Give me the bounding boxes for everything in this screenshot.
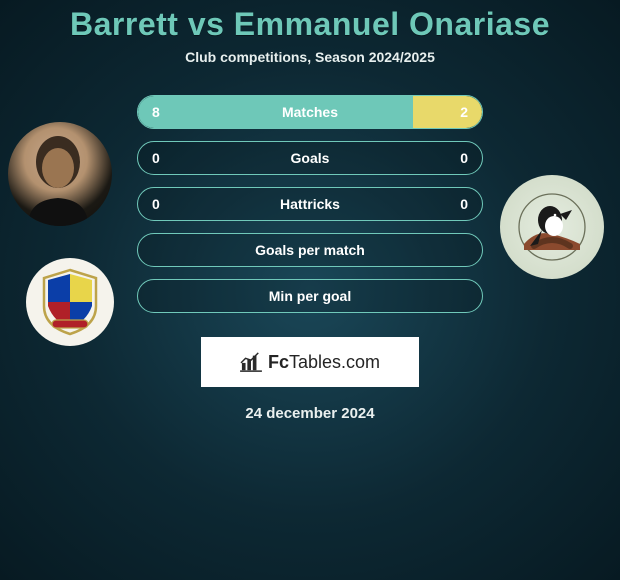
- stat-label: Goals per match: [255, 242, 365, 258]
- stat-label: Goals: [291, 150, 330, 166]
- stat-row: Goals per match: [137, 233, 483, 267]
- stats-container: 8 2 Matches 0 0 Goals 0 0 Hattricks Goals per mat…: [137, 95, 483, 313]
- stat-value-left: 0: [152, 196, 160, 212]
- brand-suffix: Tables.com: [289, 352, 380, 372]
- stat-row: 0 0 Hattricks: [137, 187, 483, 221]
- stat-fill-right: [413, 96, 482, 128]
- stat-value-left: 0: [152, 150, 160, 166]
- stat-value-right: 0: [460, 196, 468, 212]
- brand-box: FcTables.com: [201, 337, 419, 387]
- stat-label: Matches: [282, 104, 338, 120]
- stat-fill-left: [138, 96, 413, 128]
- stat-label: Hattricks: [280, 196, 340, 212]
- stat-label: Min per goal: [269, 288, 351, 304]
- stat-row: 0 0 Goals: [137, 141, 483, 175]
- chart-icon: [240, 352, 262, 372]
- brand-text: FcTables.com: [268, 352, 380, 373]
- brand-prefix: Fc: [268, 352, 289, 372]
- stat-value-left: 8: [152, 104, 160, 120]
- content-container: Barrett vs Emmanuel Onariase Club compet…: [0, 0, 620, 422]
- date-text: 24 december 2024: [245, 405, 374, 422]
- stat-row: Min per goal: [137, 279, 483, 313]
- stat-value-right: 0: [460, 150, 468, 166]
- page-subtitle: Club competitions, Season 2024/2025: [185, 49, 435, 65]
- stat-row: 8 2 Matches: [137, 95, 483, 129]
- stat-value-right: 2: [460, 104, 468, 120]
- page-title: Barrett vs Emmanuel Onariase: [70, 6, 550, 43]
